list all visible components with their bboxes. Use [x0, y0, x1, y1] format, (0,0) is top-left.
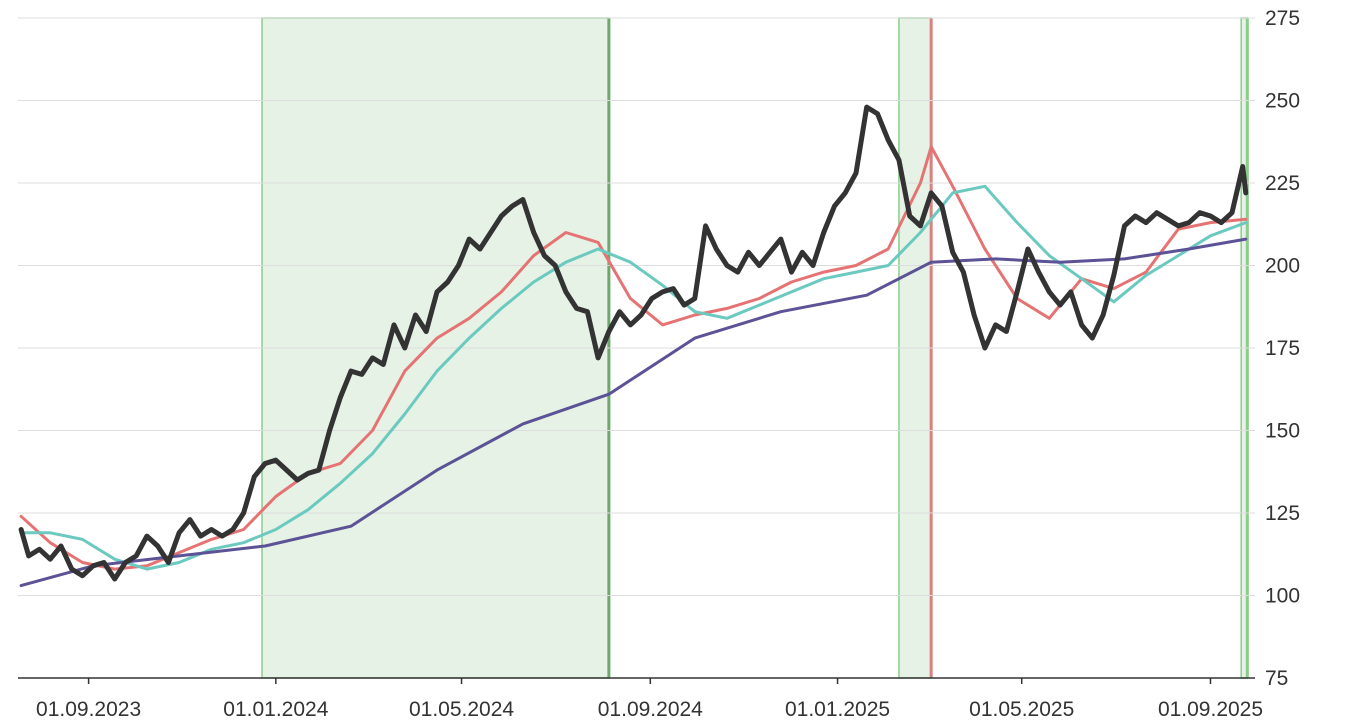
series-line-4 [19, 237, 1248, 588]
series-line-1 [18, 104, 1249, 582]
y-tick-label: 200 [1265, 255, 1300, 278]
series-line-2 [19, 145, 1248, 571]
y-tick-label: 175 [1265, 337, 1300, 360]
x-tick-label: 01.09.2024 [598, 698, 703, 721]
series-line-3 [19, 184, 1248, 571]
x-tick-label: 01.09.2023 [36, 698, 141, 721]
x-tick-label: 01.01.2025 [785, 698, 890, 721]
gridlines [18, 17, 1255, 679]
y-tick-label: 100 [1265, 585, 1300, 608]
x-tick-label: 01.05.2025 [969, 698, 1074, 721]
y-tick-label: 275 [1265, 7, 1300, 30]
y-tick-label: 150 [1265, 420, 1300, 443]
y-tick-label: 125 [1265, 502, 1300, 525]
series-lines [18, 104, 1249, 588]
axes: 75 100 125 150 175 200 225 250 275 01.09.2023 01.0… [18, 7, 1300, 721]
x-tick-label: 01.05.2024 [409, 698, 514, 721]
y-tick-label: 75 [1265, 667, 1288, 690]
y-tick-label: 225 [1265, 172, 1300, 195]
x-tick-label: 01.01.2024 [223, 698, 328, 721]
y-tick-label: 250 [1265, 90, 1300, 113]
x-tick-label: 01.09.2025 [1158, 698, 1263, 721]
